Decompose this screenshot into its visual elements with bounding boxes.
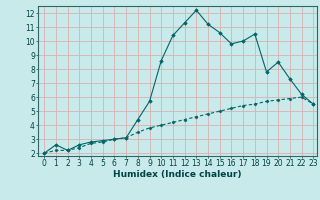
X-axis label: Humidex (Indice chaleur): Humidex (Indice chaleur) [113, 170, 242, 179]
